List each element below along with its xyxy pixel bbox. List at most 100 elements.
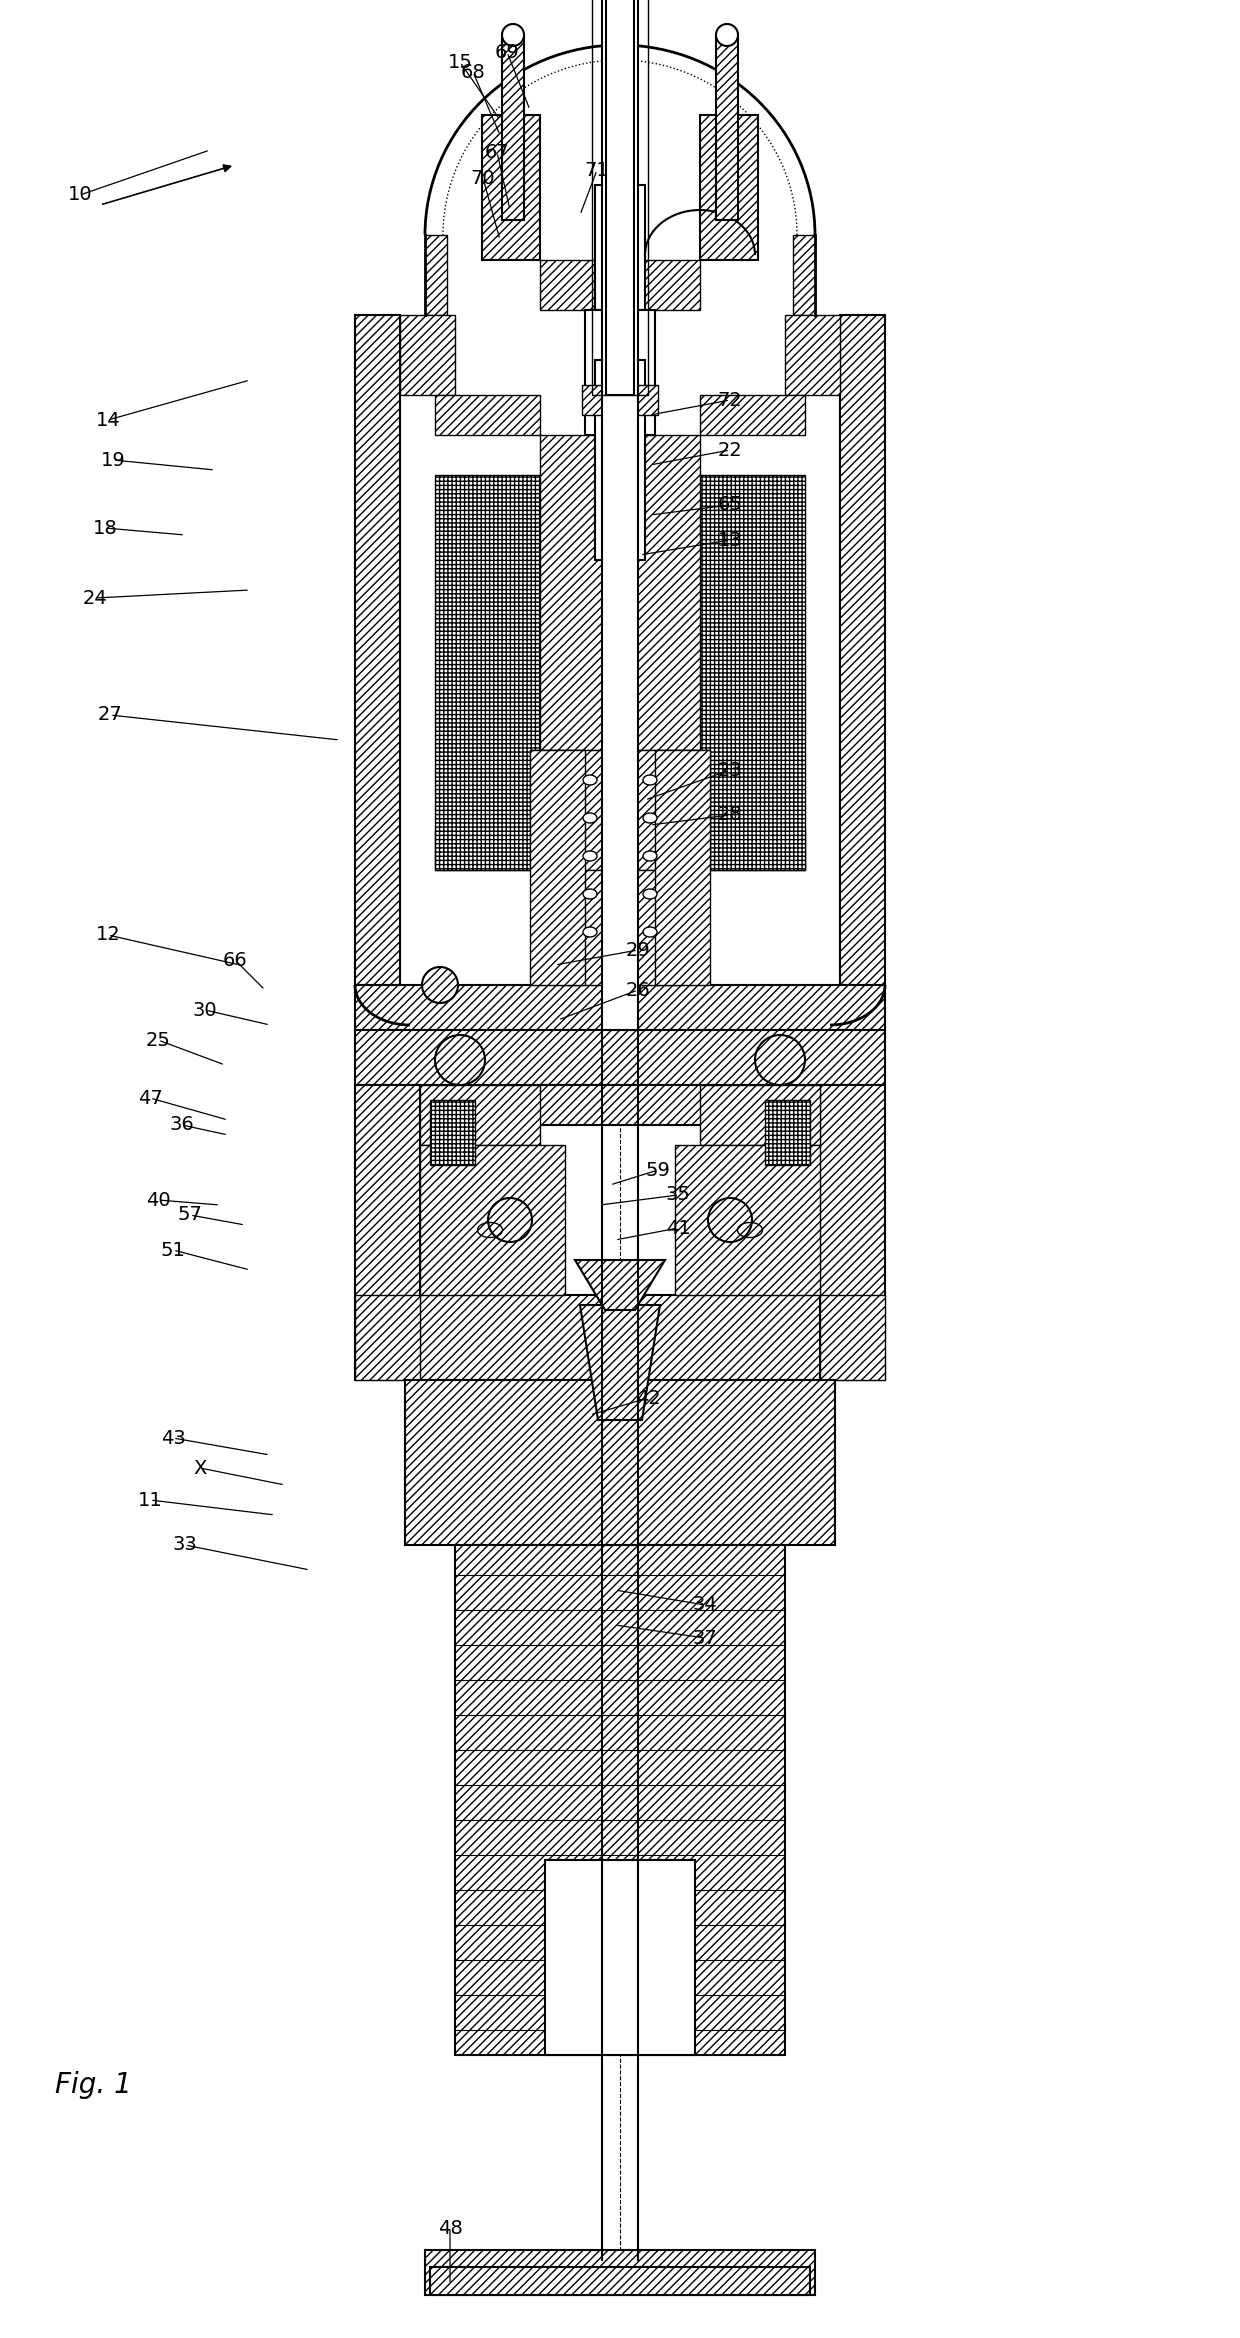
Text: 14: 14 [95,411,120,430]
Bar [601,0,639,1031]
Polygon shape [539,260,701,311]
Text: 48: 48 [438,2219,463,2237]
Bar [701,475,805,870]
Text: 51: 51 [160,1241,186,1260]
Polygon shape [701,395,805,435]
Bar [715,35,738,220]
Circle shape [755,1036,805,1085]
Polygon shape [435,830,539,870]
Text: 42: 42 [636,1389,661,1407]
Polygon shape [355,1085,420,1379]
Bar [430,2268,810,2296]
Text: 43: 43 [161,1429,185,1447]
Text: 24: 24 [83,589,108,608]
Bar [430,1099,475,1164]
Text: 30: 30 [192,1001,217,1019]
Polygon shape [420,1085,820,1125]
Text: 18: 18 [93,519,118,538]
Polygon shape [529,750,585,984]
Polygon shape [425,236,446,316]
Ellipse shape [644,851,657,860]
Text: 72: 72 [718,390,743,409]
Ellipse shape [583,926,596,938]
Text: 25: 25 [145,1031,170,1050]
Text: 66: 66 [223,952,247,970]
Polygon shape [355,984,885,1031]
Ellipse shape [644,926,657,938]
Polygon shape [701,115,758,260]
Ellipse shape [583,851,596,860]
Bar [546,1861,694,2055]
Text: 28: 28 [718,807,743,825]
Text: 65: 65 [718,496,743,514]
Bar [765,1099,810,1164]
Polygon shape [820,1295,885,1379]
Text: 11: 11 [138,1492,162,1510]
Polygon shape [401,316,455,395]
Bar [585,311,655,435]
Text: Fig. 1: Fig. 1 [55,2071,131,2100]
Ellipse shape [583,814,596,823]
Bar [606,0,634,395]
Text: 13: 13 [718,531,743,549]
Text: 36: 36 [170,1115,195,1134]
Circle shape [502,23,525,47]
Text: 34: 34 [693,1595,718,1616]
Polygon shape [839,316,885,984]
Polygon shape [794,236,815,316]
Text: 70: 70 [471,168,495,187]
Polygon shape [655,750,711,984]
Polygon shape [580,1305,660,1419]
Text: 23: 23 [718,760,743,779]
Circle shape [489,1197,532,1241]
Bar [502,35,525,220]
Circle shape [422,968,458,1003]
Polygon shape [675,1146,820,1295]
Bar [595,360,645,561]
Polygon shape [355,1031,885,1085]
Text: 22: 22 [718,440,743,461]
Text: 41: 41 [666,1218,691,1237]
Text: 35: 35 [666,1185,691,1204]
Ellipse shape [583,888,596,900]
Polygon shape [435,395,539,435]
Circle shape [715,23,738,47]
Polygon shape [455,1545,785,2055]
Text: 59: 59 [646,1160,671,1178]
Text: 29: 29 [626,940,650,959]
Polygon shape [482,115,539,260]
Ellipse shape [583,774,596,786]
Polygon shape [405,1379,835,1545]
Text: 67: 67 [485,143,510,161]
Polygon shape [425,2249,815,2296]
Circle shape [435,1036,485,1085]
Text: 27: 27 [98,706,123,725]
Text: 26: 26 [626,980,650,1001]
Bar [604,180,636,311]
Polygon shape [701,830,805,870]
Text: 33: 33 [172,1536,197,1555]
Polygon shape [701,1085,820,1146]
Polygon shape [420,1085,539,1146]
Ellipse shape [644,888,657,900]
Bar [595,185,645,311]
Text: X: X [193,1459,207,1478]
Text: 37: 37 [693,1630,718,1648]
Polygon shape [355,316,401,984]
Polygon shape [539,435,701,750]
Text: 12: 12 [95,926,120,945]
Text: 19: 19 [100,451,125,470]
Bar [435,475,539,870]
Ellipse shape [644,774,657,786]
Text: 69: 69 [495,42,520,61]
Polygon shape [785,316,839,395]
Polygon shape [820,1085,885,1379]
Ellipse shape [644,814,657,823]
Polygon shape [355,1295,420,1379]
Text: 10: 10 [68,185,92,203]
Text: 40: 40 [145,1190,170,1209]
Polygon shape [575,1260,665,1309]
Bar [582,386,658,416]
Circle shape [708,1197,751,1241]
Polygon shape [560,870,680,984]
